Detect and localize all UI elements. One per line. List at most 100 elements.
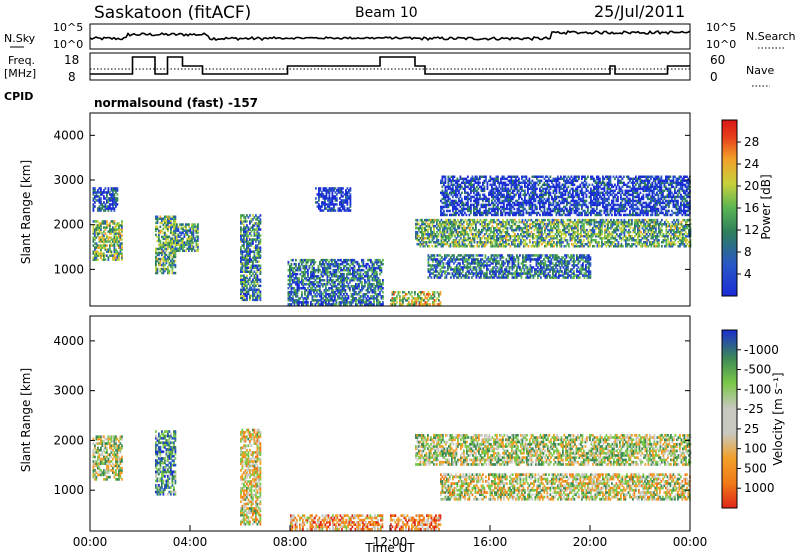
power-cell-1957 <box>358 262 360 266</box>
power-cell-246 <box>119 238 122 241</box>
power-cell-2858 <box>469 220 471 224</box>
power-cell-926 <box>243 240 245 243</box>
power-cell-2096 <box>373 279 375 282</box>
power-cell-1372 <box>299 258 302 262</box>
power-cell-2758 <box>454 241 456 244</box>
power-cell-2648 <box>437 241 440 244</box>
power-cell-2319 <box>340 205 343 208</box>
power-cell-1838 <box>346 272 348 276</box>
power-cell-2851 <box>467 218 470 222</box>
power-cell-1787 <box>341 281 344 284</box>
power-cell-621 <box>173 271 175 275</box>
power-cell-560 <box>167 221 169 225</box>
power-cell-529 <box>165 249 168 253</box>
power-cell-111 <box>104 258 107 261</box>
power-cell-1627 <box>326 277 329 280</box>
power-cell-663 <box>170 249 172 252</box>
power-cell-2297 <box>334 195 337 198</box>
power-cell-1915 <box>353 258 356 262</box>
power-cell-2082 <box>371 268 374 272</box>
power-cell-2445 <box>415 297 418 300</box>
power-cell-949 <box>244 268 247 271</box>
power-cell-1643 <box>328 281 330 284</box>
power-cell-847 <box>240 282 242 285</box>
power-cell-2334 <box>342 191 344 194</box>
power-cell-1266 <box>289 272 291 276</box>
power-cell-2959 <box>487 237 489 240</box>
power-cell-351 <box>109 203 111 206</box>
power-cell-1053 <box>249 220 251 223</box>
power-cell-2718 <box>448 237 450 240</box>
power-cell-2300 <box>336 203 338 206</box>
power-cell-1078 <box>252 296 254 300</box>
power-cell-503 <box>164 269 166 273</box>
power-cell-521 <box>164 219 166 223</box>
power-cell-913 <box>243 280 245 283</box>
power-cell-1327 <box>295 272 297 276</box>
power-cell-2026 <box>367 303 369 306</box>
power-cell-2886 <box>473 222 476 226</box>
power-cell-1560 <box>320 301 323 304</box>
power-cell-1508 <box>313 258 315 262</box>
power-cell-2497 <box>433 291 436 294</box>
power-cell-2897 <box>476 243 479 246</box>
power-cell-2276 <box>331 203 334 206</box>
power-cell-128 <box>106 236 108 239</box>
power-cell-1240 <box>259 214 262 217</box>
power-cell-947 <box>244 276 247 279</box>
power-cell-1843 <box>346 258 348 262</box>
power-cell-550 <box>167 247 169 251</box>
power-cell-2955 <box>485 222 488 226</box>
power-cell-1656 <box>329 287 332 290</box>
power-cell-1986 <box>361 260 363 264</box>
power-cell-217 <box>116 242 119 245</box>
power-cell-171 <box>112 240 114 243</box>
power-cell-331 <box>104 191 107 194</box>
power-cell-2780 <box>457 235 459 238</box>
power-cell-838 <box>197 229 199 232</box>
power-cell-609 <box>171 255 174 259</box>
power-cell-1388 <box>302 303 305 306</box>
power-cell-1296 <box>292 279 294 282</box>
power-cell-38 <box>95 232 98 235</box>
power-cell-918 <box>243 264 245 267</box>
power-cell-611 <box>171 249 174 253</box>
power-cell-556 <box>167 229 169 233</box>
power-cell-2021 <box>365 272 368 276</box>
power-cell-1726 <box>335 270 338 274</box>
power-cell-1924 <box>355 283 357 286</box>
power-cell-2768 <box>455 243 458 246</box>
power-cell-1981 <box>361 281 363 284</box>
power-cell-2945 <box>484 220 486 224</box>
power-cell-1853 <box>347 268 350 272</box>
power-cell-2437 <box>414 301 416 304</box>
power-cell-2516 <box>415 222 417 226</box>
power-cell-1729 <box>335 262 338 266</box>
power-cell-25 <box>94 232 96 235</box>
power-cell-2034 <box>367 279 369 282</box>
power-cell-1776 <box>340 262 342 266</box>
power-cell-1364 <box>299 297 302 300</box>
power-cell-427 <box>156 239 159 243</box>
power-cell-1833 <box>346 285 348 288</box>
power-cell-168 <box>112 256 114 259</box>
power-cell-3033 <box>499 243 501 246</box>
power-cell-2393 <box>394 291 397 294</box>
power-cell-1236 <box>259 228 262 231</box>
power-cell-4274 <box>444 266 446 269</box>
power-cell-1451 <box>308 289 311 292</box>
power-cell-2444 <box>415 299 418 302</box>
power-cell-1192 <box>258 284 260 288</box>
power-cell-2863 <box>470 239 473 242</box>
power-cell-179 <box>113 256 116 259</box>
power-cell-378 <box>113 203 116 206</box>
power-cell-1348 <box>298 303 300 306</box>
power-cell-385 <box>113 187 116 190</box>
power-cell-1641 <box>328 289 330 292</box>
power-cell-2922 <box>481 237 483 240</box>
power-cell-2168 <box>379 258 381 262</box>
power-cell-1767 <box>340 289 342 292</box>
power-cell-1706 <box>334 283 336 286</box>
power-cell-1512 <box>314 293 317 296</box>
power-cell-304 <box>100 209 102 212</box>
